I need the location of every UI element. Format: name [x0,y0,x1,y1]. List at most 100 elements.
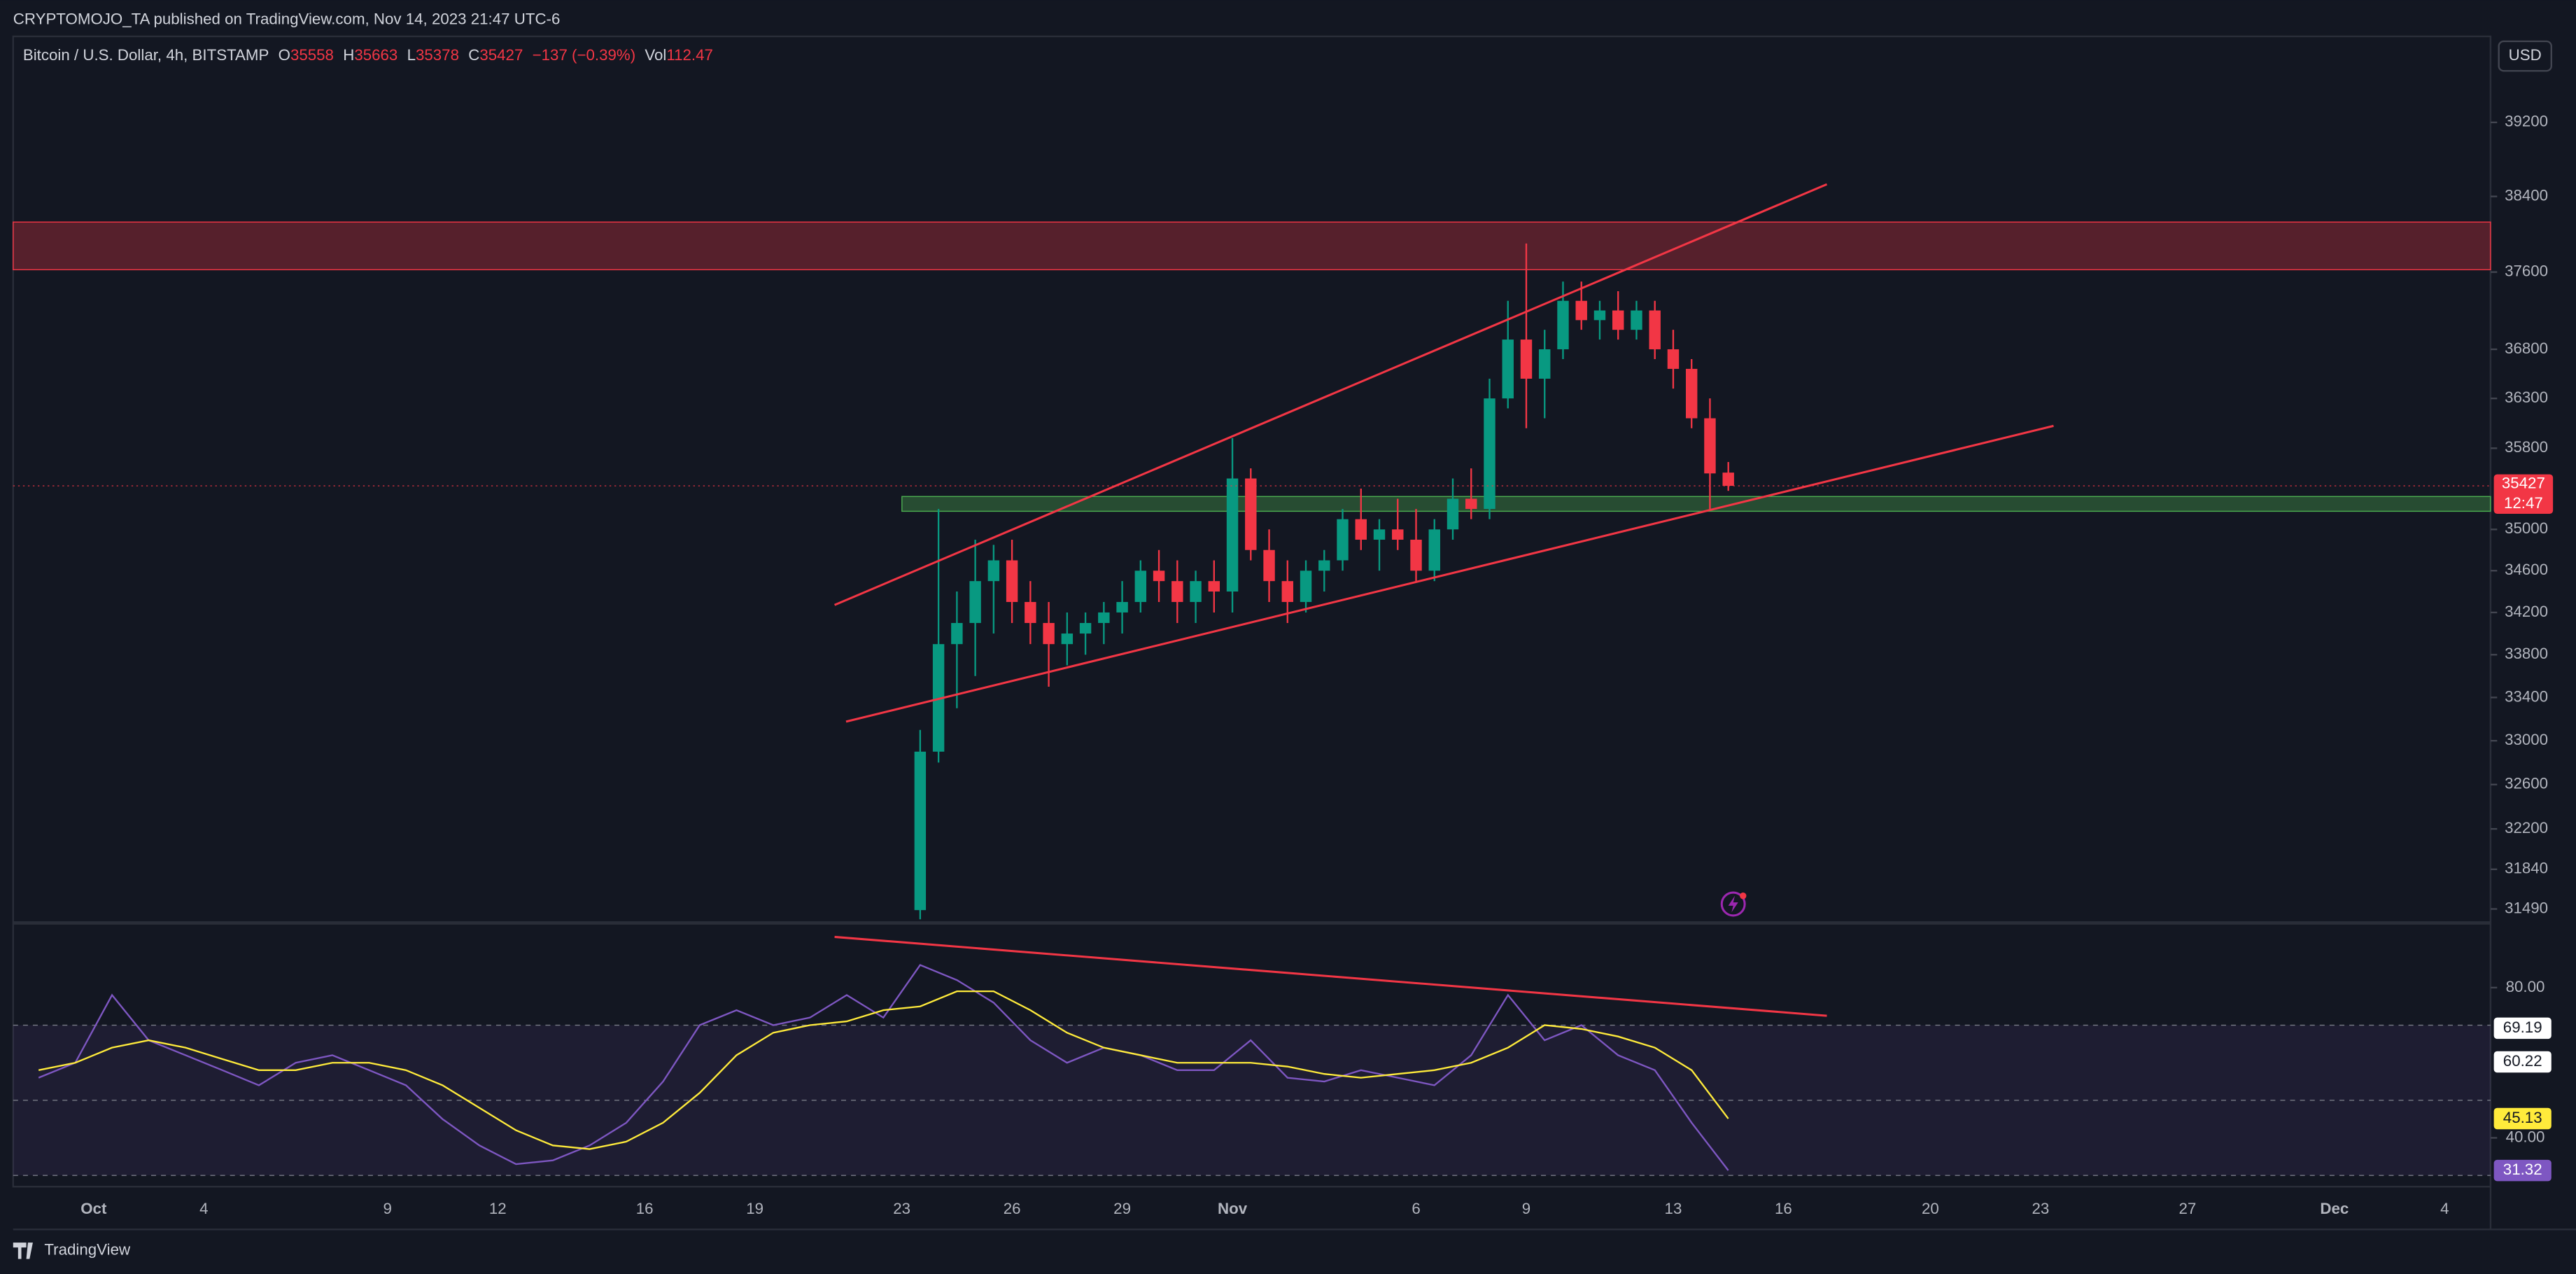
support-zone [901,496,2491,512]
ohlc-value: 35378 [416,46,459,64]
candle-body [1043,622,1055,645]
rsi-badge [2493,1159,2552,1182]
rsi-badge [2493,1107,2552,1130]
icon-ring [1720,891,1746,917]
x-tick-label: 9 [383,1200,392,1217]
y-tick-label: 32200 [2505,819,2548,836]
rsi-pane [12,923,2492,1188]
candle-body [1263,550,1275,582]
legend: Bitcoin / U.S. Dollar, 4h, BITSTAMP O355… [23,46,713,64]
candle-body [1337,519,1349,561]
candle-body [1704,418,1716,474]
rsi-badge [2493,1051,2552,1073]
logo-mark [13,1242,33,1259]
rsi-ma-line [38,990,1729,1150]
trend-line [845,424,2054,723]
ohlc-value: 35427 [479,46,523,64]
rsi-badge-label: 60.22 [2503,1052,2542,1070]
icon-dot [1740,892,1747,899]
candle-body [1134,570,1147,602]
y-tick-label: 38400 [2505,187,2548,204]
x-tick-label: 16 [636,1200,654,1217]
x-tick-label: 27 [2179,1200,2196,1217]
y-tick-label: 39200 [2505,113,2548,130]
volume-value: 112.47 [666,46,713,64]
candle-body [1428,529,1440,571]
ohlc-label: O [279,46,290,64]
y-tick-label: 36300 [2505,388,2548,406]
y-tick-label: 35000 [2505,519,2548,537]
candle-body [914,751,927,911]
y-tick-label: 33800 [2505,645,2548,662]
candle-body [987,560,1000,582]
y-tick-label: 34200 [2505,603,2548,620]
candle-body [1593,310,1606,321]
candle-body [1557,300,1569,349]
y-tick-label: 34600 [2505,561,2548,578]
footer-text: TradingView [44,1241,131,1259]
x-tick-label: 6 [1412,1200,1420,1217]
ohlc-label: C [468,46,479,64]
y-tick-label: 37600 [2505,262,2548,280]
x-tick-label: 4 [2440,1200,2449,1217]
candle-body [1410,539,1422,571]
ohlc-value: 35663 [354,46,397,64]
y-tick-label: 31490 [2505,899,2548,916]
x-tick-label: 13 [1665,1200,1682,1217]
x-tick-label: 4 [199,1200,208,1217]
rsi-band [13,1025,2491,1176]
x-tick-label: 26 [1004,1200,1021,1217]
last-price: 35427 [2502,475,2545,492]
candle-body [1520,340,1533,379]
publisher: CRYPTOMOJO_TA published on TradingView.c… [13,10,561,27]
x-tick-label: Nov [1218,1200,1248,1217]
y-tick-label: 33400 [2505,687,2548,705]
x-tick-label: 29 [1113,1200,1131,1217]
candle-body [1025,601,1036,623]
candle-body [1447,498,1459,530]
candle-body [1079,622,1092,634]
x-tick-label: 23 [893,1200,910,1217]
currency-button[interactable] [2498,40,2552,72]
ohlc-value: 35558 [290,46,334,64]
candle-body [1484,398,1495,510]
rsi-badge-label: 31.32 [2503,1161,2542,1178]
rsi-tick-label: 40.00 [2506,1128,2545,1145]
symbol: Bitcoin / U.S. Dollar, 4h, BITSTAMP [23,46,269,64]
change: −137 (−0.39%) [533,46,636,64]
candle-body [1061,634,1074,645]
candle-body [1685,368,1698,419]
candle-body [1667,349,1680,369]
candle-body [932,644,945,752]
candle-body [1539,349,1551,379]
y-tick-label: 36800 [2505,340,2548,357]
candle-body [1006,560,1018,602]
candle-body [1281,581,1294,602]
candle-body [1612,310,1624,330]
rsi-badge [2493,1017,2552,1040]
candle-body [1300,570,1312,602]
candle-body [1318,560,1330,571]
x-tick-label: 12 [489,1200,507,1217]
candle-body [1098,612,1110,623]
candle-body [1631,310,1642,330]
candle-body [1575,300,1587,321]
y-tick-label: 31840 [2505,860,2548,877]
candle-body [1208,581,1220,592]
candle-body [1153,570,1165,582]
candle-body [1226,478,1239,592]
y-tick-label: 32600 [2505,775,2548,792]
volume-label: Vol [645,46,666,64]
x-tick-label: 16 [1775,1200,1792,1217]
candle-body [1392,529,1404,540]
x-tick-label: Dec [2320,1200,2349,1217]
candle-body [951,622,963,645]
ohlc-label: L [407,46,416,64]
trend-line [833,183,1828,606]
candle-body [1465,498,1477,510]
currency[interactable]: USD [2509,46,2542,64]
y-tick-label: 33000 [2505,731,2548,748]
lightning-icon[interactable] [1720,891,1747,917]
